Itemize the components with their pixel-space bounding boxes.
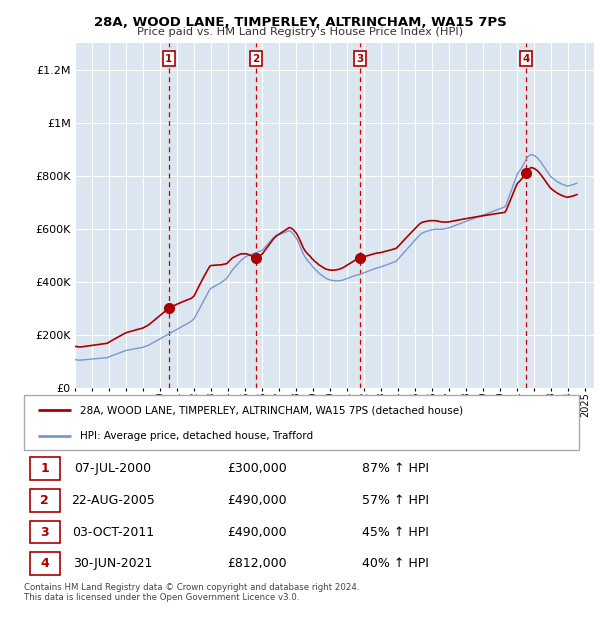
Text: 28A, WOOD LANE, TIMPERLEY, ALTRINCHAM, WA15 7PS (detached house): 28A, WOOD LANE, TIMPERLEY, ALTRINCHAM, W… [79, 405, 463, 415]
Text: 4: 4 [522, 54, 530, 64]
Text: £490,000: £490,000 [227, 526, 287, 539]
FancyBboxPatch shape [24, 395, 579, 450]
FancyBboxPatch shape [29, 457, 60, 480]
Text: 22-AUG-2005: 22-AUG-2005 [71, 494, 155, 507]
Text: 3: 3 [356, 54, 364, 64]
Text: 57% ↑ HPI: 57% ↑ HPI [362, 494, 430, 507]
Text: HPI: Average price, detached house, Trafford: HPI: Average price, detached house, Traf… [79, 431, 313, 441]
Text: 87% ↑ HPI: 87% ↑ HPI [362, 462, 430, 475]
FancyBboxPatch shape [29, 552, 60, 575]
Text: 2: 2 [253, 54, 260, 64]
Text: 40% ↑ HPI: 40% ↑ HPI [362, 557, 429, 570]
Text: 07-JUL-2000: 07-JUL-2000 [74, 462, 151, 475]
FancyBboxPatch shape [29, 489, 60, 511]
Text: 30-JUN-2021: 30-JUN-2021 [73, 557, 152, 570]
Text: 3: 3 [41, 526, 49, 539]
Text: £812,000: £812,000 [227, 557, 287, 570]
Text: 45% ↑ HPI: 45% ↑ HPI [362, 526, 429, 539]
Text: This data is licensed under the Open Government Licence v3.0.: This data is licensed under the Open Gov… [24, 593, 299, 602]
Text: 03-OCT-2011: 03-OCT-2011 [72, 526, 154, 539]
Text: 1: 1 [40, 462, 49, 475]
Text: Price paid vs. HM Land Registry's House Price Index (HPI): Price paid vs. HM Land Registry's House … [137, 27, 463, 37]
FancyBboxPatch shape [29, 521, 60, 544]
Text: £490,000: £490,000 [227, 494, 287, 507]
Text: £300,000: £300,000 [227, 462, 287, 475]
Text: 1: 1 [166, 54, 173, 64]
Text: 4: 4 [40, 557, 49, 570]
Text: Contains HM Land Registry data © Crown copyright and database right 2024.: Contains HM Land Registry data © Crown c… [24, 583, 359, 592]
Text: 2: 2 [40, 494, 49, 507]
Text: 28A, WOOD LANE, TIMPERLEY, ALTRINCHAM, WA15 7PS: 28A, WOOD LANE, TIMPERLEY, ALTRINCHAM, W… [94, 16, 506, 29]
